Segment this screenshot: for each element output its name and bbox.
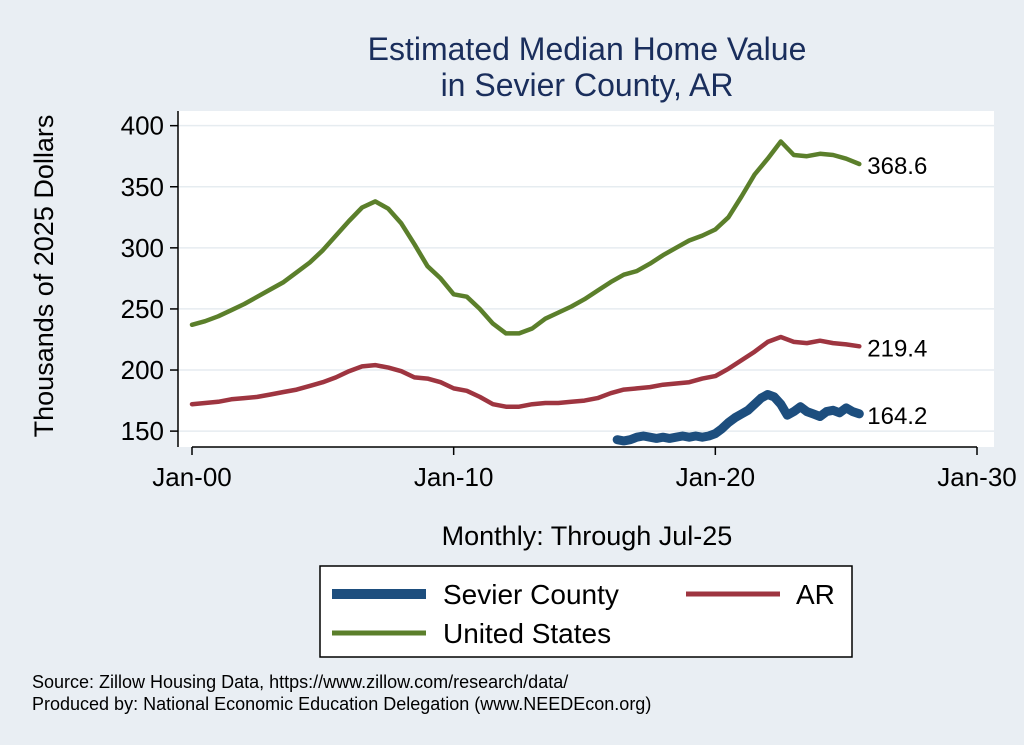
y-axis-title: Thousands of 2025 Dollars [29, 115, 59, 438]
x-tick-label-Jan-00: Jan-00 [152, 462, 232, 492]
series-line-united-states [189, 139, 862, 336]
y-tick-label-250: 250 [121, 294, 164, 324]
series-line-ar [189, 334, 862, 409]
y-axis: 150 200 250 300 350 400 [121, 111, 179, 447]
end-labels: 368.6 219.4 164.2 [867, 153, 927, 430]
x-tick-label-Jan-20: Jan-20 [676, 462, 756, 492]
y-tick-label-150: 150 [121, 416, 164, 446]
end-label-ar: 219.4 [867, 335, 927, 362]
y-tick-label-350: 350 [121, 172, 164, 202]
x-axis-title: Monthly: Through Jul-25 [442, 521, 733, 551]
series-lines [189, 139, 864, 446]
y-tick-label-200: 200 [121, 355, 164, 385]
x-tick-label-Jan-30: Jan-30 [937, 462, 1017, 492]
legend-label-us: United States [443, 618, 611, 649]
source-line: Source: Zillow Housing Data, https://www… [32, 672, 569, 692]
legend-label-ar: AR [796, 579, 835, 610]
legend-label-sevier: Sevier County [443, 579, 619, 610]
legend: Sevier County AR United States [319, 565, 853, 658]
gridlines [178, 124, 994, 432]
end-label-sevier-county: 164.2 [867, 403, 927, 430]
x-axis: Jan-00 Jan-10 Jan-20 Jan-30 [152, 446, 1017, 492]
chart-title-line-2: in Sevier County, AR [441, 67, 734, 103]
chart-title-line-1: Estimated Median Home Value [368, 31, 807, 67]
produced-by-line: Produced by: National Economic Education… [32, 694, 652, 714]
y-tick-label-300: 300 [121, 233, 164, 263]
series-line-sevier-county [612, 390, 864, 446]
legend-box [319, 565, 853, 658]
x-tick-label-Jan-10: Jan-10 [414, 462, 494, 492]
end-label-united-states: 368.6 [867, 153, 927, 180]
y-tick-label-400: 400 [121, 111, 164, 141]
plot-area [178, 111, 994, 447]
